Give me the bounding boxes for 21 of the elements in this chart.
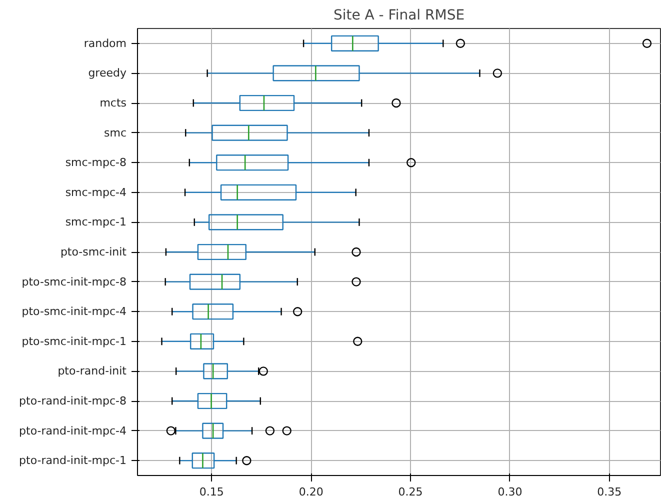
y-tick-label: pto-smc-init-mpc-8 xyxy=(22,275,127,288)
y-tick-label: pto-rand-init-mpc-8 xyxy=(19,394,127,408)
y-tick-label: smc xyxy=(104,126,127,140)
y-tick-label: pto-smc-init-mpc-1 xyxy=(22,334,127,348)
x-tick-label: 0.25 xyxy=(398,486,423,498)
y-tick-label: greedy xyxy=(88,66,127,80)
y-tick-label: pto-rand-init-mpc-4 xyxy=(19,424,127,438)
y-tick-label: mcts xyxy=(100,96,127,110)
x-tick-label: 0.35 xyxy=(597,486,622,498)
y-tick-label: smc-mpc-1 xyxy=(65,216,127,229)
y-tick-label: pto-rand-init xyxy=(58,364,128,378)
x-tick-label: 0.30 xyxy=(498,486,522,498)
y-tick-label: pto-smc-init-mpc-4 xyxy=(22,305,127,318)
x-tick-label: 0.20 xyxy=(298,486,324,498)
chart-title: Site A - Final RMSE xyxy=(333,8,465,24)
y-tick-label: pto-smc-init xyxy=(60,246,128,258)
y-tick-label: random xyxy=(84,36,127,50)
y-tick-label: smc-mpc-4 xyxy=(65,186,127,199)
y-tick-label: pto-rand-init-mpc-1 xyxy=(19,454,127,468)
x-tick-label: 0.15 xyxy=(199,486,224,498)
y-tick-label: smc-mpc-8 xyxy=(65,156,127,170)
